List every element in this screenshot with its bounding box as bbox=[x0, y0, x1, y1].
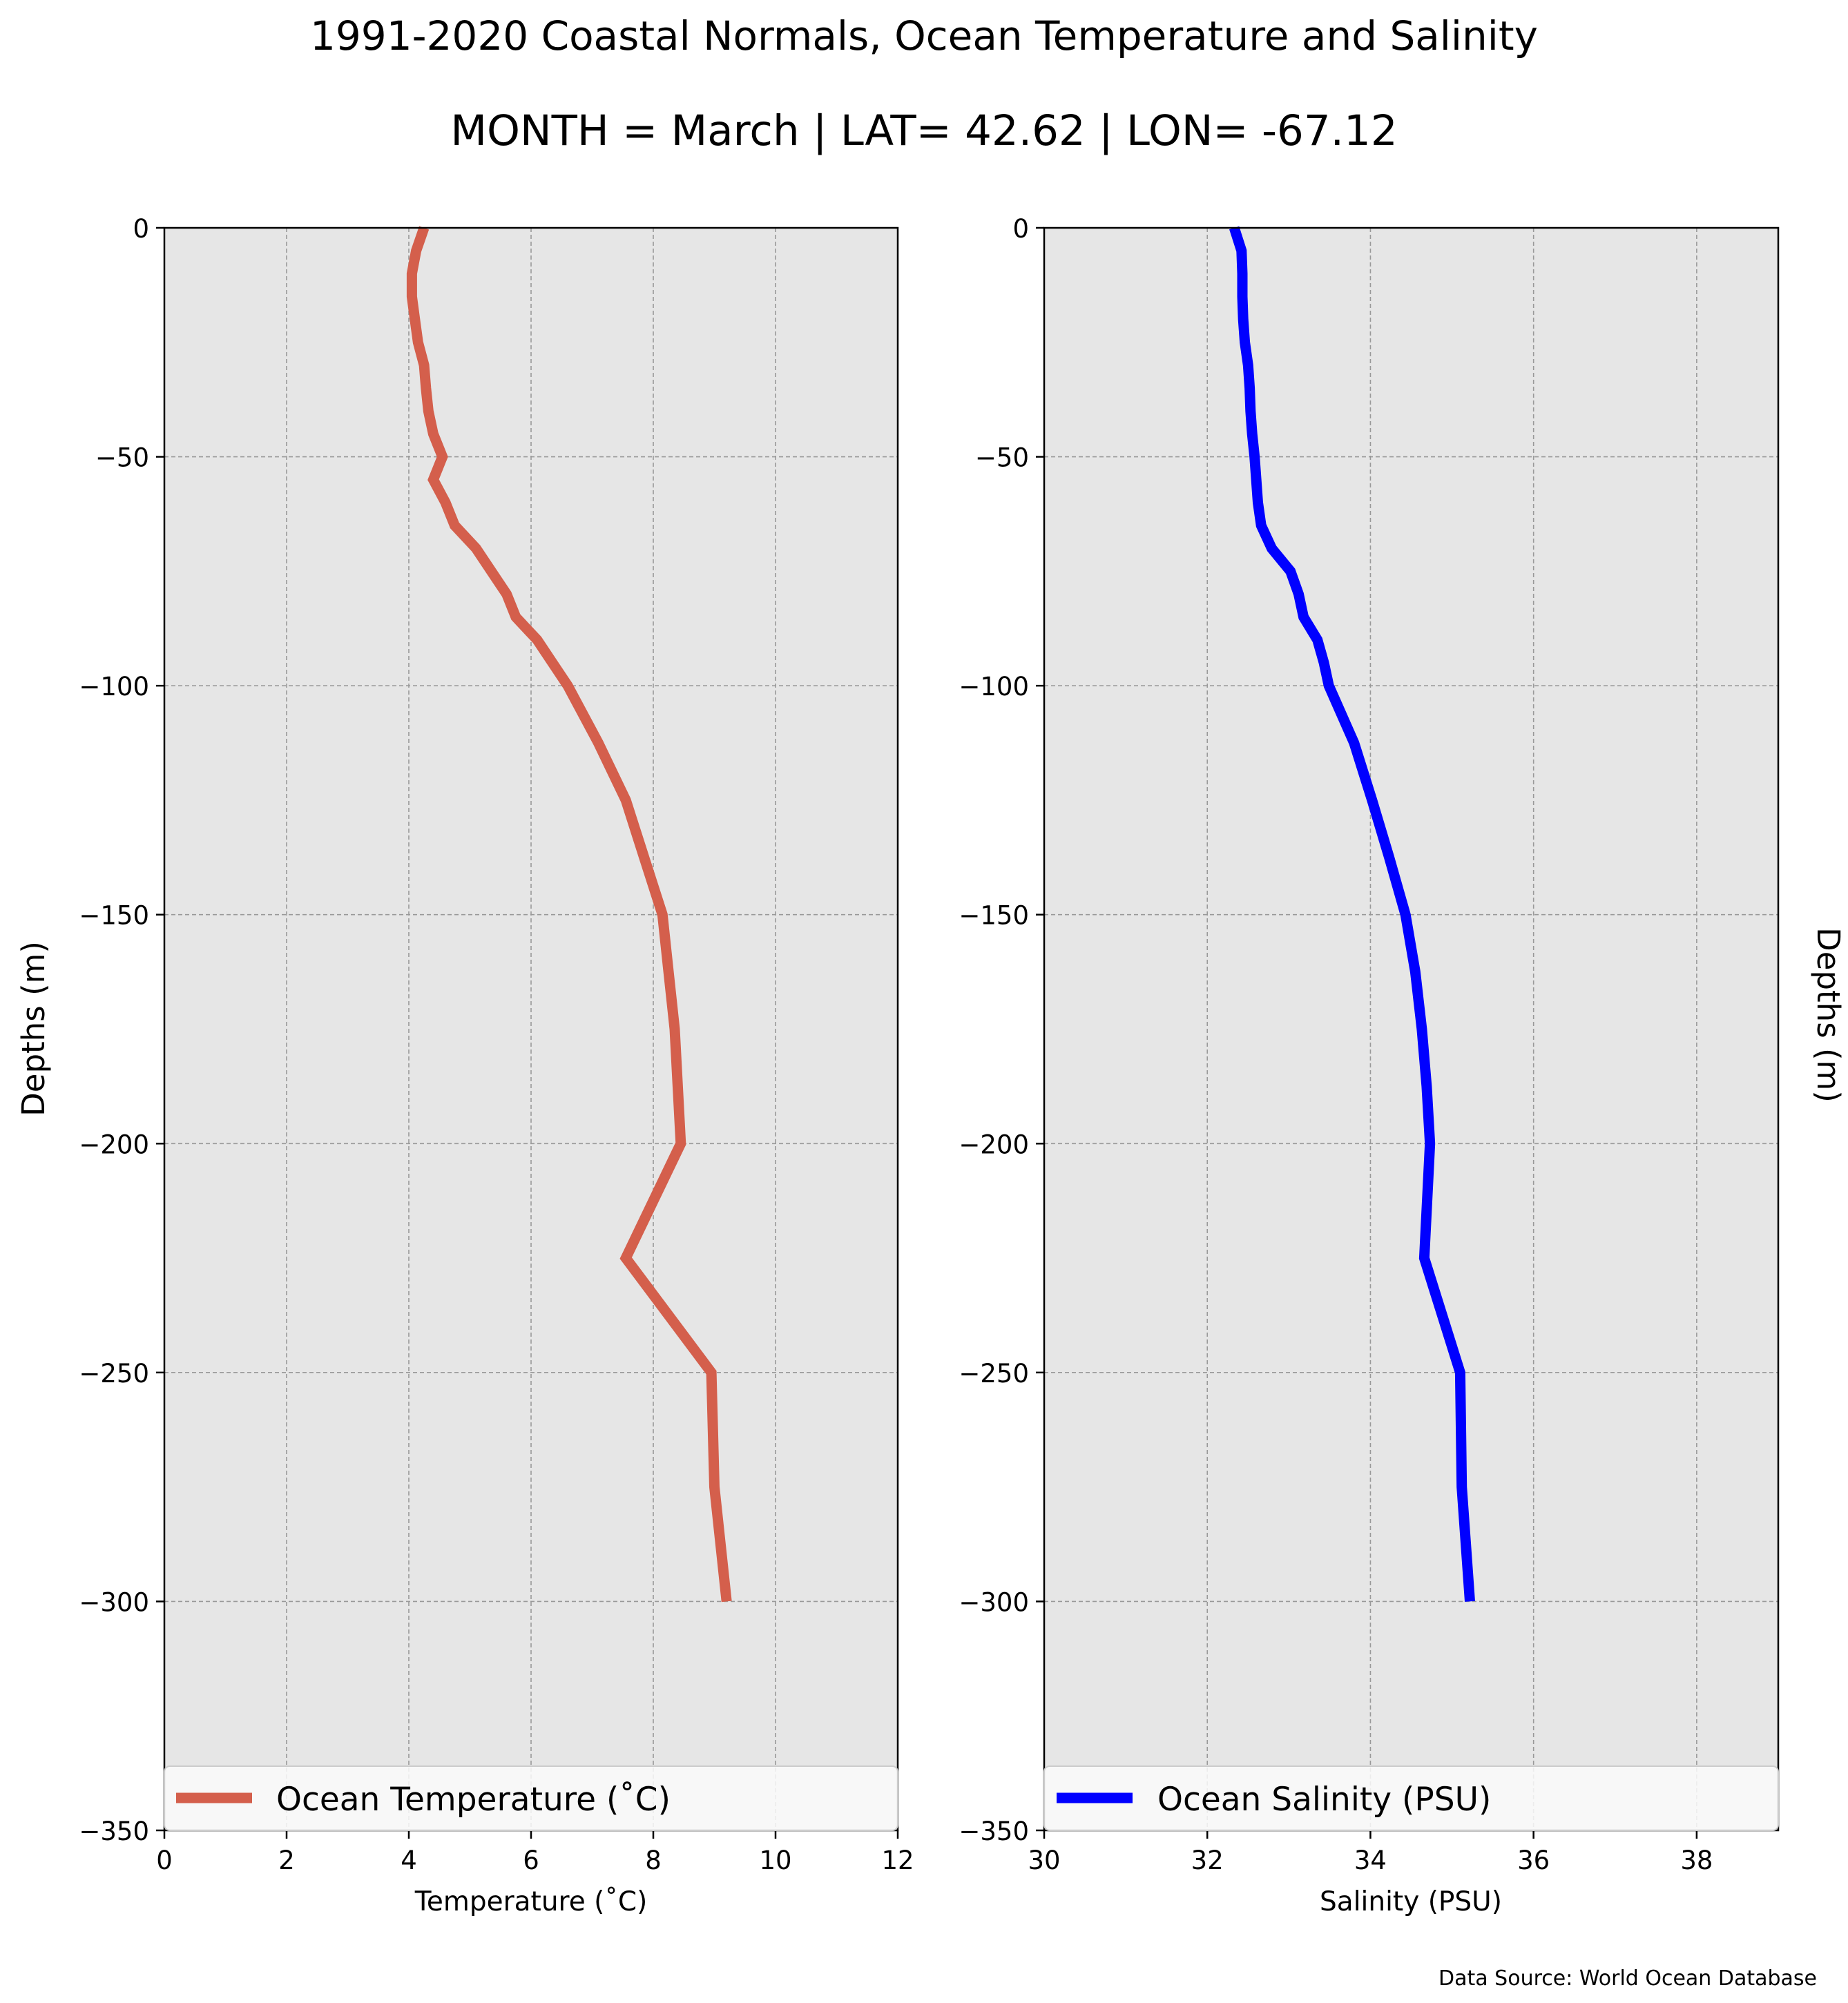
salinity-ytick-label: −150 bbox=[959, 901, 1029, 931]
salinity-xtick-label: 30 bbox=[1028, 1846, 1060, 1875]
temperature-x-label: Temperature (˚C) bbox=[414, 1886, 648, 1917]
temperature-xtick-label: 8 bbox=[645, 1846, 662, 1875]
temperature-xtick-label: 10 bbox=[759, 1846, 791, 1875]
temperature-xtick-label: 2 bbox=[278, 1846, 295, 1875]
temperature-ytick-label: −300 bbox=[79, 1587, 149, 1617]
temperature-ytick-label: −50 bbox=[95, 443, 149, 473]
salinity-legend-label: Ocean Salinity (PSU) bbox=[1157, 1781, 1491, 1819]
salinity-ytick-label: −50 bbox=[975, 443, 1029, 473]
salinity-ytick-label: −300 bbox=[959, 1587, 1029, 1617]
temperature-legend-label: Ocean Temperature (˚C) bbox=[276, 1781, 671, 1819]
salinity-ytick-label: −100 bbox=[959, 672, 1029, 701]
temperature-xtick-label: 4 bbox=[401, 1846, 417, 1875]
salinity-y-label: Depths (m) bbox=[1810, 927, 1847, 1103]
salinity-xtick-label: 36 bbox=[1517, 1846, 1550, 1875]
temperature-ytick-label: 0 bbox=[133, 214, 149, 244]
temperature-xtick-label: 6 bbox=[523, 1846, 539, 1875]
salinity-ytick-label: 0 bbox=[1012, 214, 1029, 244]
salinity-plot-area bbox=[1044, 228, 1778, 1830]
temperature-xtick-label: 12 bbox=[881, 1846, 914, 1875]
temperature-ytick-label: −200 bbox=[79, 1130, 149, 1159]
figure-title: 1991-2020 Coastal Normals, Ocean Tempera… bbox=[310, 12, 1538, 59]
temperature-ytick-label: −250 bbox=[79, 1359, 149, 1388]
salinity-xtick-label: 32 bbox=[1191, 1846, 1224, 1875]
salinity-ytick-label: −200 bbox=[959, 1130, 1029, 1159]
temperature-line bbox=[406, 226, 732, 1603]
salinity-xtick-label: 38 bbox=[1680, 1846, 1713, 1875]
data-source-note: Data Source: World Ocean Database bbox=[1438, 1966, 1817, 1991]
salinity-xtick-label: 34 bbox=[1354, 1846, 1387, 1875]
temperature-ytick-label: −350 bbox=[79, 1817, 149, 1846]
salinity-ytick-label: −250 bbox=[959, 1359, 1029, 1388]
salinity-line bbox=[1229, 226, 1475, 1602]
temperature-xtick-label: 0 bbox=[156, 1846, 173, 1875]
salinity-grid bbox=[1044, 228, 1778, 1830]
salinity-legend: Ocean Salinity (PSU) bbox=[1043, 1765, 1779, 1831]
figure-subtitle: MONTH = March | LAT= 42.62 | LON= -67.12 bbox=[450, 106, 1397, 155]
temperature-legend: Ocean Temperature (˚C) bbox=[164, 1765, 898, 1831]
salinity-ytick-label: −350 bbox=[959, 1817, 1029, 1846]
temperature-ytick-label: −150 bbox=[79, 901, 149, 931]
salinity-legend-box bbox=[1043, 1765, 1779, 1831]
salinity-x-label: Salinity (PSU) bbox=[1320, 1886, 1502, 1917]
temperature-legend-box bbox=[164, 1765, 898, 1831]
temperature-y-label: Depths (m) bbox=[15, 941, 52, 1116]
temperature-grid bbox=[164, 228, 898, 1830]
temperature-ytick-label: −100 bbox=[79, 672, 149, 701]
